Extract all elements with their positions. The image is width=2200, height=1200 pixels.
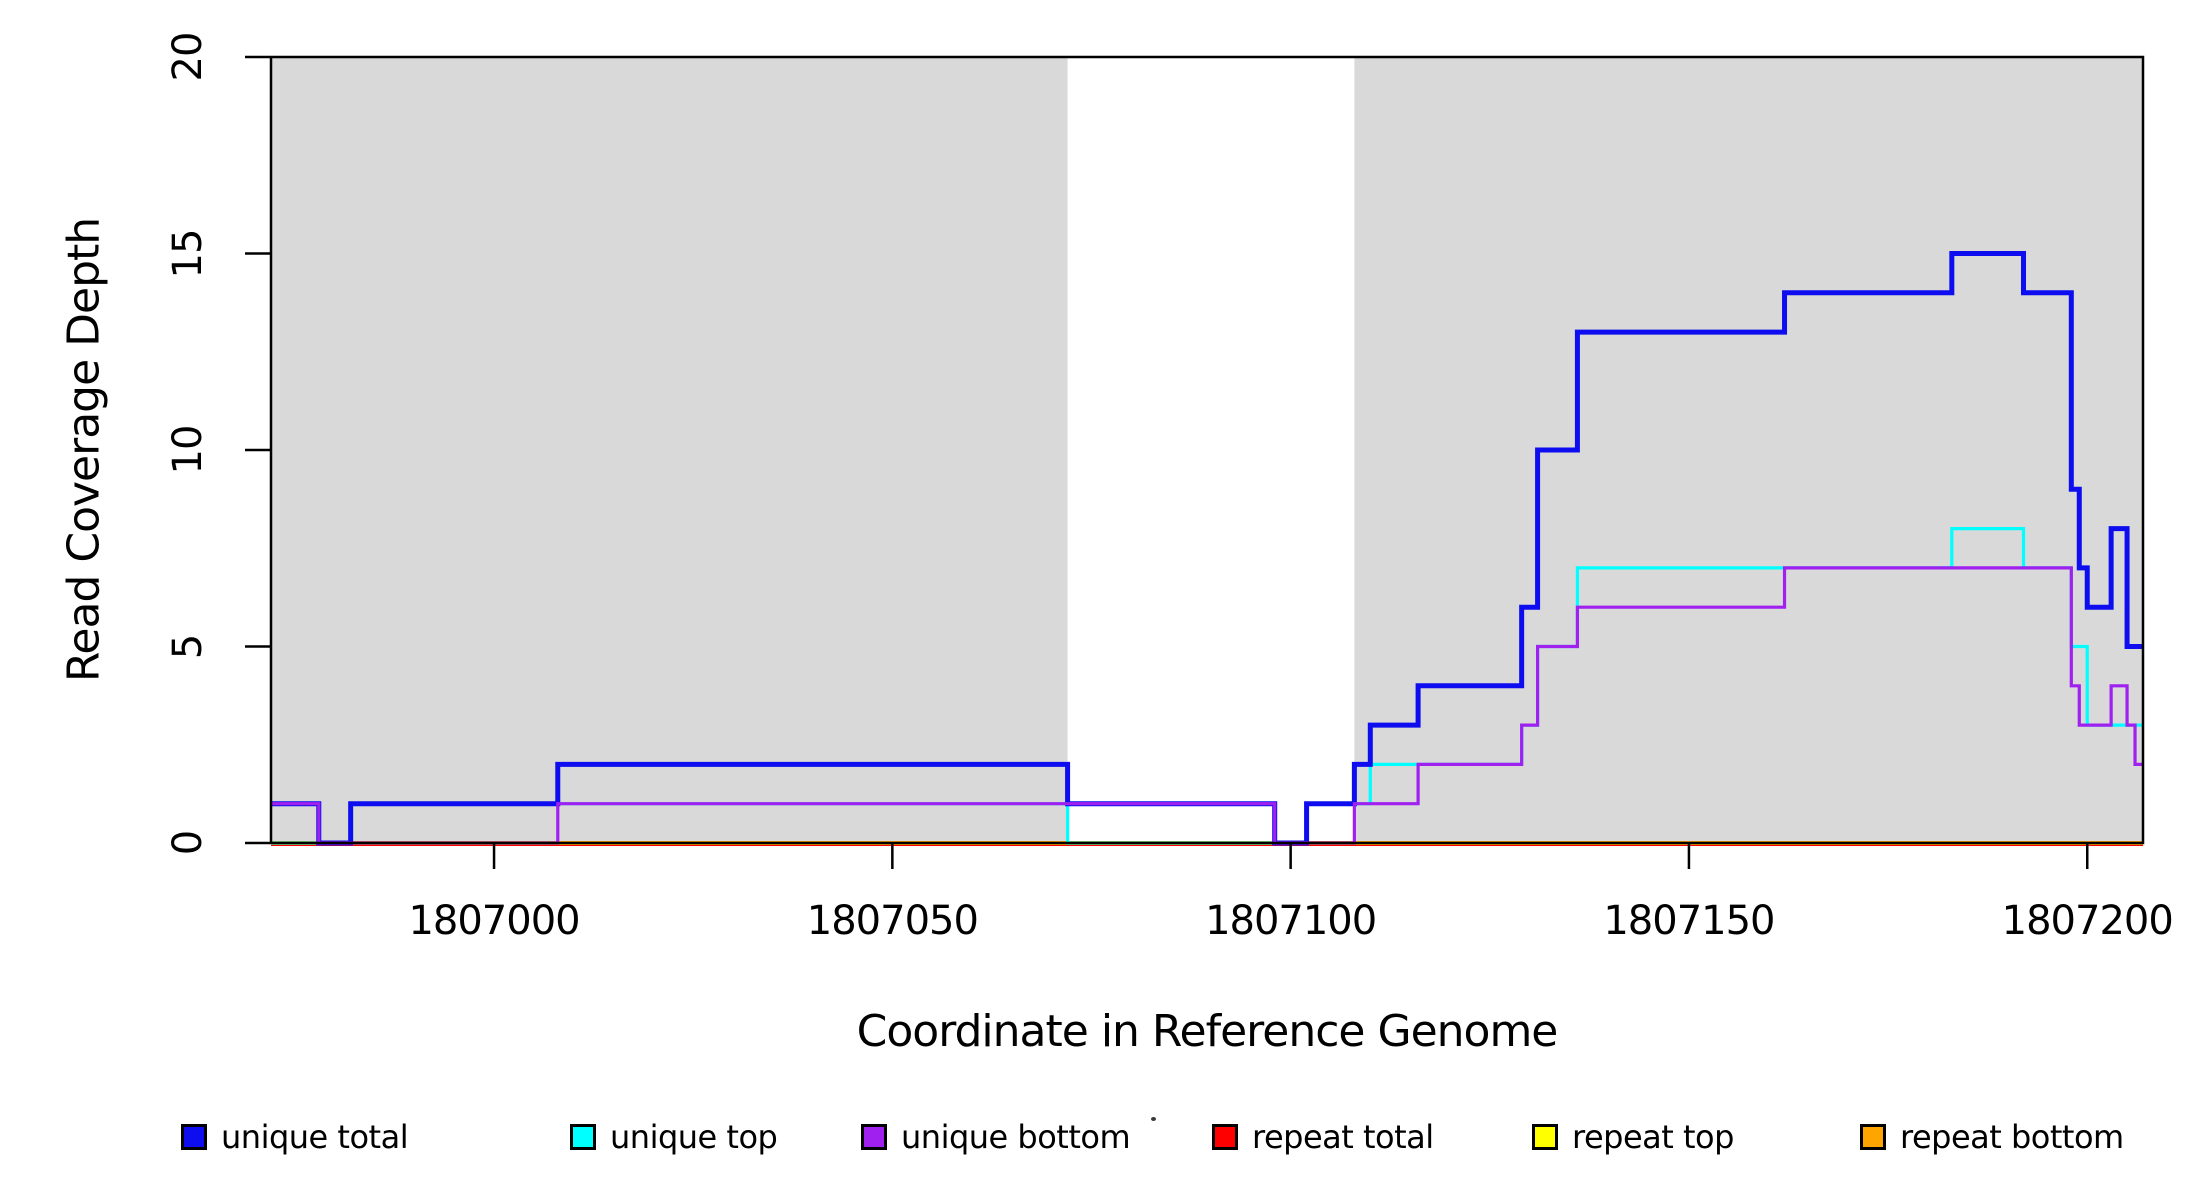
x-tick-label-1807100: 1807100 bbox=[1205, 898, 1377, 944]
y-axis-title: Read Coverage Depth bbox=[58, 217, 110, 683]
legend-label: unique total bbox=[221, 1118, 409, 1156]
series-line-unique-bottom bbox=[271, 566, 2143, 845]
x-tick-label-1807000: 1807000 bbox=[408, 898, 580, 944]
x-tick-label-1807050: 1807050 bbox=[806, 898, 979, 944]
legend-swatch-unique-bottom bbox=[861, 1124, 887, 1150]
y-tick-label-0: 0 bbox=[165, 830, 211, 856]
legend-item-repeat-bottom: repeat bottom bbox=[1860, 1118, 2124, 1156]
shaded-region-2 bbox=[1354, 57, 2143, 843]
legend-item-repeat-total: repeat total bbox=[1212, 1118, 1434, 1156]
legend-swatch-repeat-bottom bbox=[1860, 1124, 1886, 1150]
legend-swatch-unique-top bbox=[570, 1124, 596, 1150]
y-tick-label-10: 10 bbox=[165, 425, 211, 475]
series-line-unique-total bbox=[271, 251, 2143, 846]
shaded-regions bbox=[271, 57, 2143, 843]
legend-label: repeat bottom bbox=[1900, 1118, 2124, 1156]
legend-item-repeat-top: repeat top bbox=[1532, 1118, 1734, 1156]
legend-swatch-repeat-top bbox=[1532, 1124, 1558, 1150]
shaded-region-1 bbox=[271, 57, 1068, 843]
legend-label: repeat total bbox=[1252, 1118, 1434, 1156]
y-tick-label-20: 20 bbox=[165, 32, 211, 82]
y-tick-label-15: 15 bbox=[165, 229, 211, 278]
axis-ticks bbox=[245, 55, 2089, 869]
legend-label: unique top bbox=[610, 1118, 778, 1156]
legend-item-unique-total: unique total bbox=[181, 1118, 409, 1156]
legend-label: unique bottom bbox=[901, 1118, 1131, 1156]
legend-item-unique-bottom: unique bottom bbox=[861, 1118, 1131, 1156]
stray-dot bbox=[1151, 1117, 1156, 1121]
x-axis-title: Coordinate in Reference Genome bbox=[856, 1006, 1559, 1057]
x-tick-label-1807200: 1807200 bbox=[2001, 898, 2174, 944]
y-tick-label-5: 5 bbox=[165, 634, 211, 659]
x-tick-label-1807150: 1807150 bbox=[1603, 898, 1775, 944]
plot-border bbox=[269, 55, 2145, 845]
legend-swatch-repeat-total bbox=[1212, 1124, 1238, 1150]
legend-label: repeat top bbox=[1572, 1118, 1734, 1156]
legend-swatch-unique-total bbox=[181, 1124, 207, 1150]
legend-item-unique-top: unique top bbox=[570, 1118, 778, 1156]
